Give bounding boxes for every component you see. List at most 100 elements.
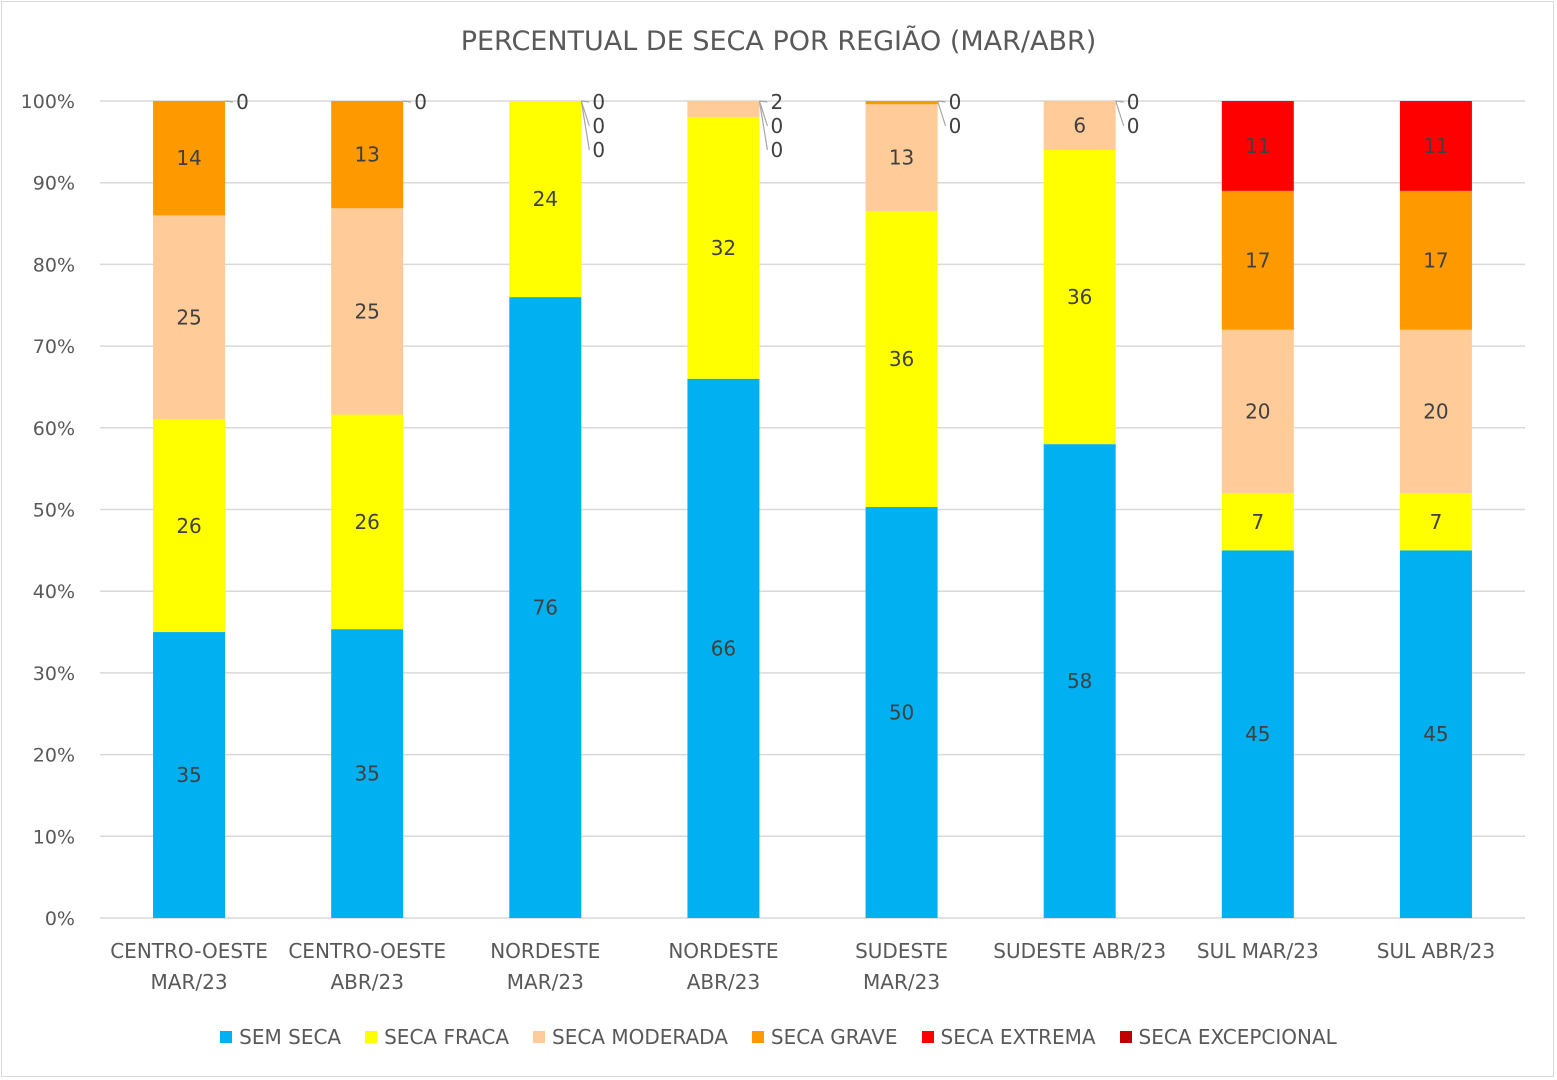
data-label: 17: [1423, 248, 1448, 272]
bar-segment: [865, 507, 938, 918]
bar-segment: [153, 101, 226, 216]
y-tick-label: 40%: [33, 581, 75, 603]
data-label: 11: [1245, 134, 1270, 158]
x-tick-label: MAR/23: [151, 970, 228, 994]
bar-segment: [331, 101, 404, 209]
y-tick-label: 20%: [33, 745, 75, 767]
data-label: 25: [176, 306, 201, 330]
data-label: 2: [770, 90, 783, 114]
bar-segment: [1399, 329, 1472, 494]
data-label: 36: [889, 347, 914, 371]
legend-item: SECA EXCEPCIONAL: [1119, 1025, 1337, 1049]
legend-swatch: [1119, 1031, 1132, 1043]
label-leader-line: [581, 100, 590, 103]
x-tick-label: MAR/23: [507, 970, 584, 994]
bar-segment: [1399, 190, 1472, 330]
data-label: 20: [1423, 399, 1448, 423]
x-tick-label: CENTRO-OESTE: [110, 939, 268, 963]
data-label: 7: [1251, 510, 1264, 534]
legend-label: SEM SECA: [239, 1025, 342, 1049]
data-label: 0: [949, 90, 962, 114]
x-tick-label: ABR/23: [330, 970, 404, 994]
label-leader-line: [224, 100, 234, 103]
bar-segment: [153, 215, 226, 420]
data-label: 24: [533, 187, 558, 211]
x-tick-label: NORDESTE: [490, 939, 600, 963]
legend-item: SEM SECA: [220, 1025, 341, 1049]
y-tick-label: 0%: [45, 908, 75, 930]
x-tick-label: ABR/23: [687, 970, 761, 994]
label-leader-line: [1115, 100, 1124, 103]
x-tick-label: SUL ABR/23: [1377, 939, 1495, 963]
legend-item: SECA EXTREMA: [921, 1025, 1096, 1049]
legend-item: SECA MODERADA: [533, 1025, 728, 1049]
data-label: 45: [1245, 722, 1270, 746]
data-label: 26: [354, 510, 379, 534]
y-tick-label: 50%: [33, 500, 75, 522]
data-label: 17: [1245, 248, 1270, 272]
legend-swatch: [365, 1031, 378, 1043]
data-label: 0: [592, 90, 605, 114]
bar-segment: [1043, 150, 1116, 445]
data-label: 32: [711, 236, 736, 260]
bar-segment: [1221, 190, 1294, 330]
bar-segment: [331, 629, 404, 918]
x-tick-label: MAR/23: [863, 970, 940, 994]
data-label: 0: [592, 138, 605, 162]
bar-segment: [509, 297, 582, 919]
data-label: 0: [949, 114, 962, 138]
data-label: 20: [1245, 399, 1270, 423]
data-label: 0: [592, 114, 605, 138]
data-label: 14: [176, 146, 201, 170]
data-label: 7: [1430, 510, 1443, 534]
bar-segment: [865, 101, 938, 105]
data-label: 50: [889, 701, 914, 725]
label-leader-line: [580, 100, 590, 151]
label-leader-line: [1115, 100, 1125, 127]
bar-segment: [1221, 493, 1294, 551]
label-leader-line: [936, 100, 947, 127]
data-label: 13: [354, 143, 379, 167]
legend-swatch: [220, 1031, 233, 1043]
bar-segment: [331, 208, 404, 415]
bar-segment: [1221, 329, 1294, 494]
data-label: 35: [176, 763, 201, 787]
data-label: 6: [1073, 114, 1086, 138]
data-label: 36: [1067, 285, 1092, 309]
data-label: 0: [770, 138, 783, 162]
label-leader-line: [937, 100, 946, 103]
bar-segment: [153, 632, 226, 918]
legend-label: SECA EXCEPCIONAL: [1138, 1025, 1337, 1049]
bar-segment: [865, 211, 938, 508]
bar-segment: [1399, 550, 1472, 918]
y-tick-label: 10%: [33, 826, 75, 848]
data-label: 0: [1127, 114, 1140, 138]
legend-label: SECA FRACA: [384, 1025, 510, 1049]
label-leader-line: [758, 100, 769, 151]
legend-item: SECA GRAVE: [751, 1025, 898, 1049]
legend-swatch: [533, 1031, 546, 1043]
data-label: 26: [176, 514, 201, 538]
bar-segment: [687, 101, 760, 118]
bar-segment: [1399, 493, 1472, 551]
data-label: 11: [1423, 134, 1448, 158]
legend-swatch: [751, 1031, 764, 1043]
x-tick-label: SUDESTE ABR/23: [993, 939, 1166, 963]
legend-swatch: [921, 1031, 934, 1043]
legend: SEM SECA SECA FRACA SECA MODERADA SECA GRAV…: [0, 1025, 1557, 1049]
bar-segment: [1399, 101, 1472, 191]
bar-segment: [1221, 101, 1294, 191]
legend-label: SECA MODERADA: [552, 1025, 728, 1049]
data-label: 0: [1127, 90, 1140, 114]
bar-segment: [1221, 550, 1294, 918]
legend-label: SECA EXTREMA: [940, 1025, 1096, 1049]
y-tick-label: 80%: [33, 254, 75, 276]
bar-segment: [865, 104, 938, 212]
label-leader-line: [403, 100, 412, 103]
data-label: 66: [711, 636, 736, 660]
x-tick-label: SUL MAR/23: [1197, 939, 1319, 963]
y-tick-label: 30%: [33, 663, 75, 685]
y-tick-label: 100%: [21, 91, 75, 113]
